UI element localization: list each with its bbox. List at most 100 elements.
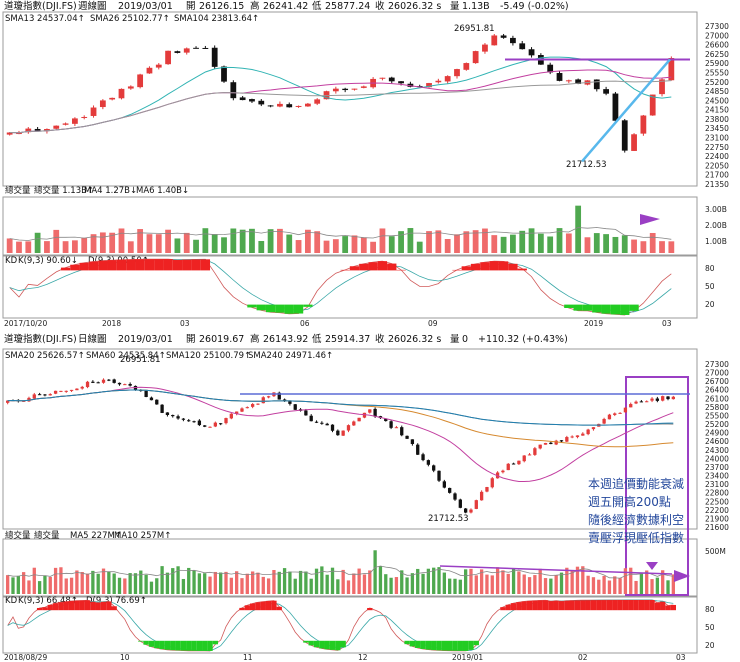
weekly-volume-bar [53,229,60,253]
weekly-candle [267,105,274,107]
weekly-x-tick: 03 [662,319,672,328]
weekly-y-tick: 22400 [705,152,729,161]
daily-candle [229,413,233,419]
daily-candle [639,401,644,403]
daily-volume-bar [21,572,26,594]
daily-candle [160,404,164,413]
weekly-volume-bar [193,239,199,253]
daily-kd-tick: 50 [705,623,715,632]
daily-y-tick: 24600 [705,437,729,446]
weekly-candle [314,99,321,104]
weekly-y-tick: 21700 [705,171,729,180]
daily-candle [96,382,100,384]
weekly-volume-bar [416,241,423,253]
weekly-sma13-legend: SMA13 24537.04↑ [5,14,85,24]
daily-volume-bar [117,577,122,594]
daily-vol-legend-a: 總交量 [5,530,31,541]
daily-candle [538,444,542,449]
daily-candle [128,383,132,386]
weekly-candle [155,64,162,68]
daily-volume-bar [304,571,308,594]
daily-volume-bar [586,575,590,594]
daily-volume-bar [181,578,186,594]
weekly-candle [519,43,526,50]
weekly-volume-bar [435,230,442,253]
daily-volume-bar [27,580,31,594]
daily-volume-bar [48,576,52,594]
daily-volume-bar [362,574,367,594]
weekly-candle [6,132,13,135]
daily-y-tick: 21900 [705,514,729,523]
daily-y-tick: 24900 [705,429,729,438]
daily-candle [208,426,212,428]
daily-candle [69,389,74,391]
weekly-volume-bar [388,236,395,253]
weekly-candle [249,99,255,102]
weekly-volume-bar [127,241,134,253]
daily-volume-bar [203,573,207,594]
daily-candle [187,420,191,422]
weekly-volume-bar [174,238,181,253]
daily-candle [565,437,569,442]
daily-kd-tick: 80 [705,605,715,614]
weekly-volume-arrow-icon [640,214,660,225]
weekly-candle [137,74,144,88]
weekly-candle [351,88,358,90]
daily-sma240-legend: SMA240 24971.46↑ [248,351,333,361]
annotation-line-4: 賣壓浮現壓低指數 [588,530,684,545]
daily-candle [117,382,122,385]
daily-volume-trend-line [439,565,673,575]
daily-y-tick: 22200 [705,506,729,515]
weekly-volume-bar [621,235,628,253]
daily-volume-bar [75,570,79,594]
weekly-vol-tick: 3.00B [705,205,727,214]
daily-volume-bar [330,567,335,594]
weekly-candle [603,89,609,94]
weekly-kd-tick: 20 [705,300,715,309]
daily-y-tick: 23700 [705,463,729,472]
daily-volume-bar [602,575,606,594]
daily-volume-bar [309,578,313,594]
daily-volume-bar [384,574,388,594]
daily-volume-bar [511,568,516,594]
daily-volume-bar [421,573,425,594]
weekly-volume-bar [202,228,209,253]
daily-open-label: 開 [186,334,196,345]
daily-candle [527,454,532,456]
weekly-x-tick: 2017/10/20 [4,319,47,328]
daily-x-tick: 02 [578,653,588,662]
daily-candle [149,397,154,401]
daily-low: 25914.37 [325,334,370,345]
annotation-line-1: 本週追價動能衰減 [588,476,684,491]
weekly-y-tick: 22050 [705,161,729,170]
weekly-volume-bar [72,240,78,253]
weekly-volume-bar [44,241,50,253]
daily-volume-bar [53,567,58,594]
weekly-vol-tick: 1.00B [705,237,727,246]
weekly-sma26-legend: SMA26 25102.77↑ [90,14,170,24]
weekly-volume-bar [407,228,414,253]
weekly-candle [202,47,209,49]
weekly-x-tick: 06 [300,319,310,328]
daily-vol-legend-ma10: MA10 257M↑ [114,531,171,541]
daily-candle [48,394,52,396]
weekly-volume-bar [379,228,386,253]
weekly-y-tick: 25550 [705,68,729,77]
weekly-volume-bar [62,241,69,253]
weekly-volume-bar [500,236,507,253]
daily-volume-bar [458,579,462,594]
daily-sma60-legend: SMA60 24535.84↑ [86,351,166,361]
weekly-low-label: 低 [312,0,322,12]
weekly-price-frame [2,11,698,187]
daily-candle [21,400,26,402]
daily-volume-bar [373,550,377,594]
weekly-vol-legend-ma4: MA4 1.27B↓ [84,186,137,196]
weekly-candle [640,115,647,134]
daily-candle [155,399,159,405]
weekly-volume-bar [556,228,563,253]
weekly-volume-bar [258,240,265,253]
weekly-candle [109,97,116,100]
daily-k-legend: K(9,3) 66.48↑ [18,596,78,606]
annotation-line-3: 隨後經濟數據利空 [588,512,684,527]
daily-candle [240,408,244,412]
